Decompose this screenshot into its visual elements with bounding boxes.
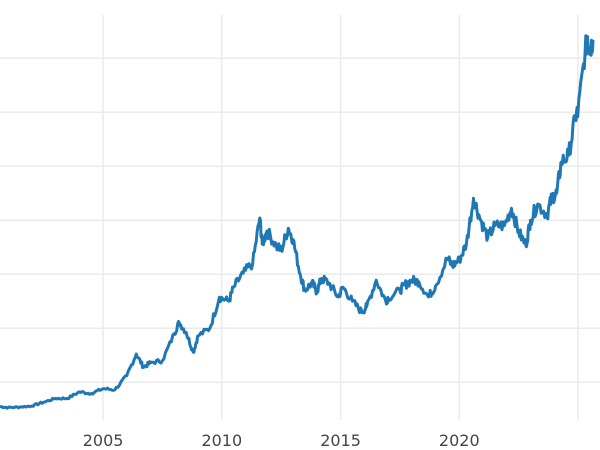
- gridlines: [0, 15, 600, 420]
- x-tick-label: 2005: [83, 431, 124, 450]
- x-axis-ticks: 2005 2010 2015 2020: [83, 431, 480, 450]
- x-tick-label: 2020: [439, 431, 480, 450]
- x-tick-label: 2015: [320, 431, 361, 450]
- series-line: [0, 34, 595, 410]
- x-tick-label: 2010: [201, 431, 242, 450]
